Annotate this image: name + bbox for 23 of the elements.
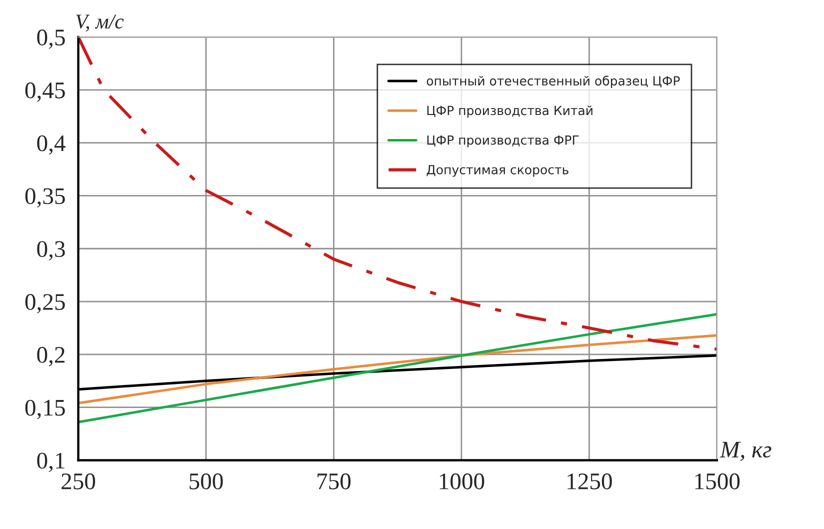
y-tick-label: 0,15 bbox=[25, 400, 65, 420]
y-tick-label: 0,1 bbox=[37, 452, 64, 472]
line-series bbox=[78, 334, 717, 404]
y-tick-label: 0,3 bbox=[37, 241, 65, 260]
legend-label: ЦФР производства ФРГ bbox=[427, 135, 579, 148]
legend-label: ЦФР производства Китай bbox=[427, 106, 592, 118]
y-tick-label: 0,35 bbox=[25, 188, 65, 208]
y-tick-label: 0,4 bbox=[37, 135, 66, 155]
y-axis-title: V, м/с bbox=[76, 14, 124, 32]
y-tick-label: 0,45 bbox=[25, 82, 65, 102]
x-tick-label: 500 bbox=[190, 473, 223, 490]
y-tick-label: 0,25 bbox=[25, 294, 65, 314]
x-axis-title: M, кг bbox=[720, 442, 772, 461]
y-tick-label: 0,2 bbox=[37, 346, 64, 366]
legend-label: Допустимая скорость bbox=[426, 165, 568, 177]
x-tick-label: 1250 bbox=[568, 473, 612, 490]
line-series bbox=[78, 312, 717, 424]
x-tick-label: 1000 bbox=[440, 473, 484, 490]
x-tick-label: 750 bbox=[318, 473, 351, 490]
x-tick-label: 1500 bbox=[695, 473, 740, 490]
x-tick-label: 250 bbox=[62, 473, 96, 490]
y-tick-label: 0,5 bbox=[37, 30, 65, 49]
legend-label: опытный отечественный образец ЦФР bbox=[426, 76, 680, 88]
